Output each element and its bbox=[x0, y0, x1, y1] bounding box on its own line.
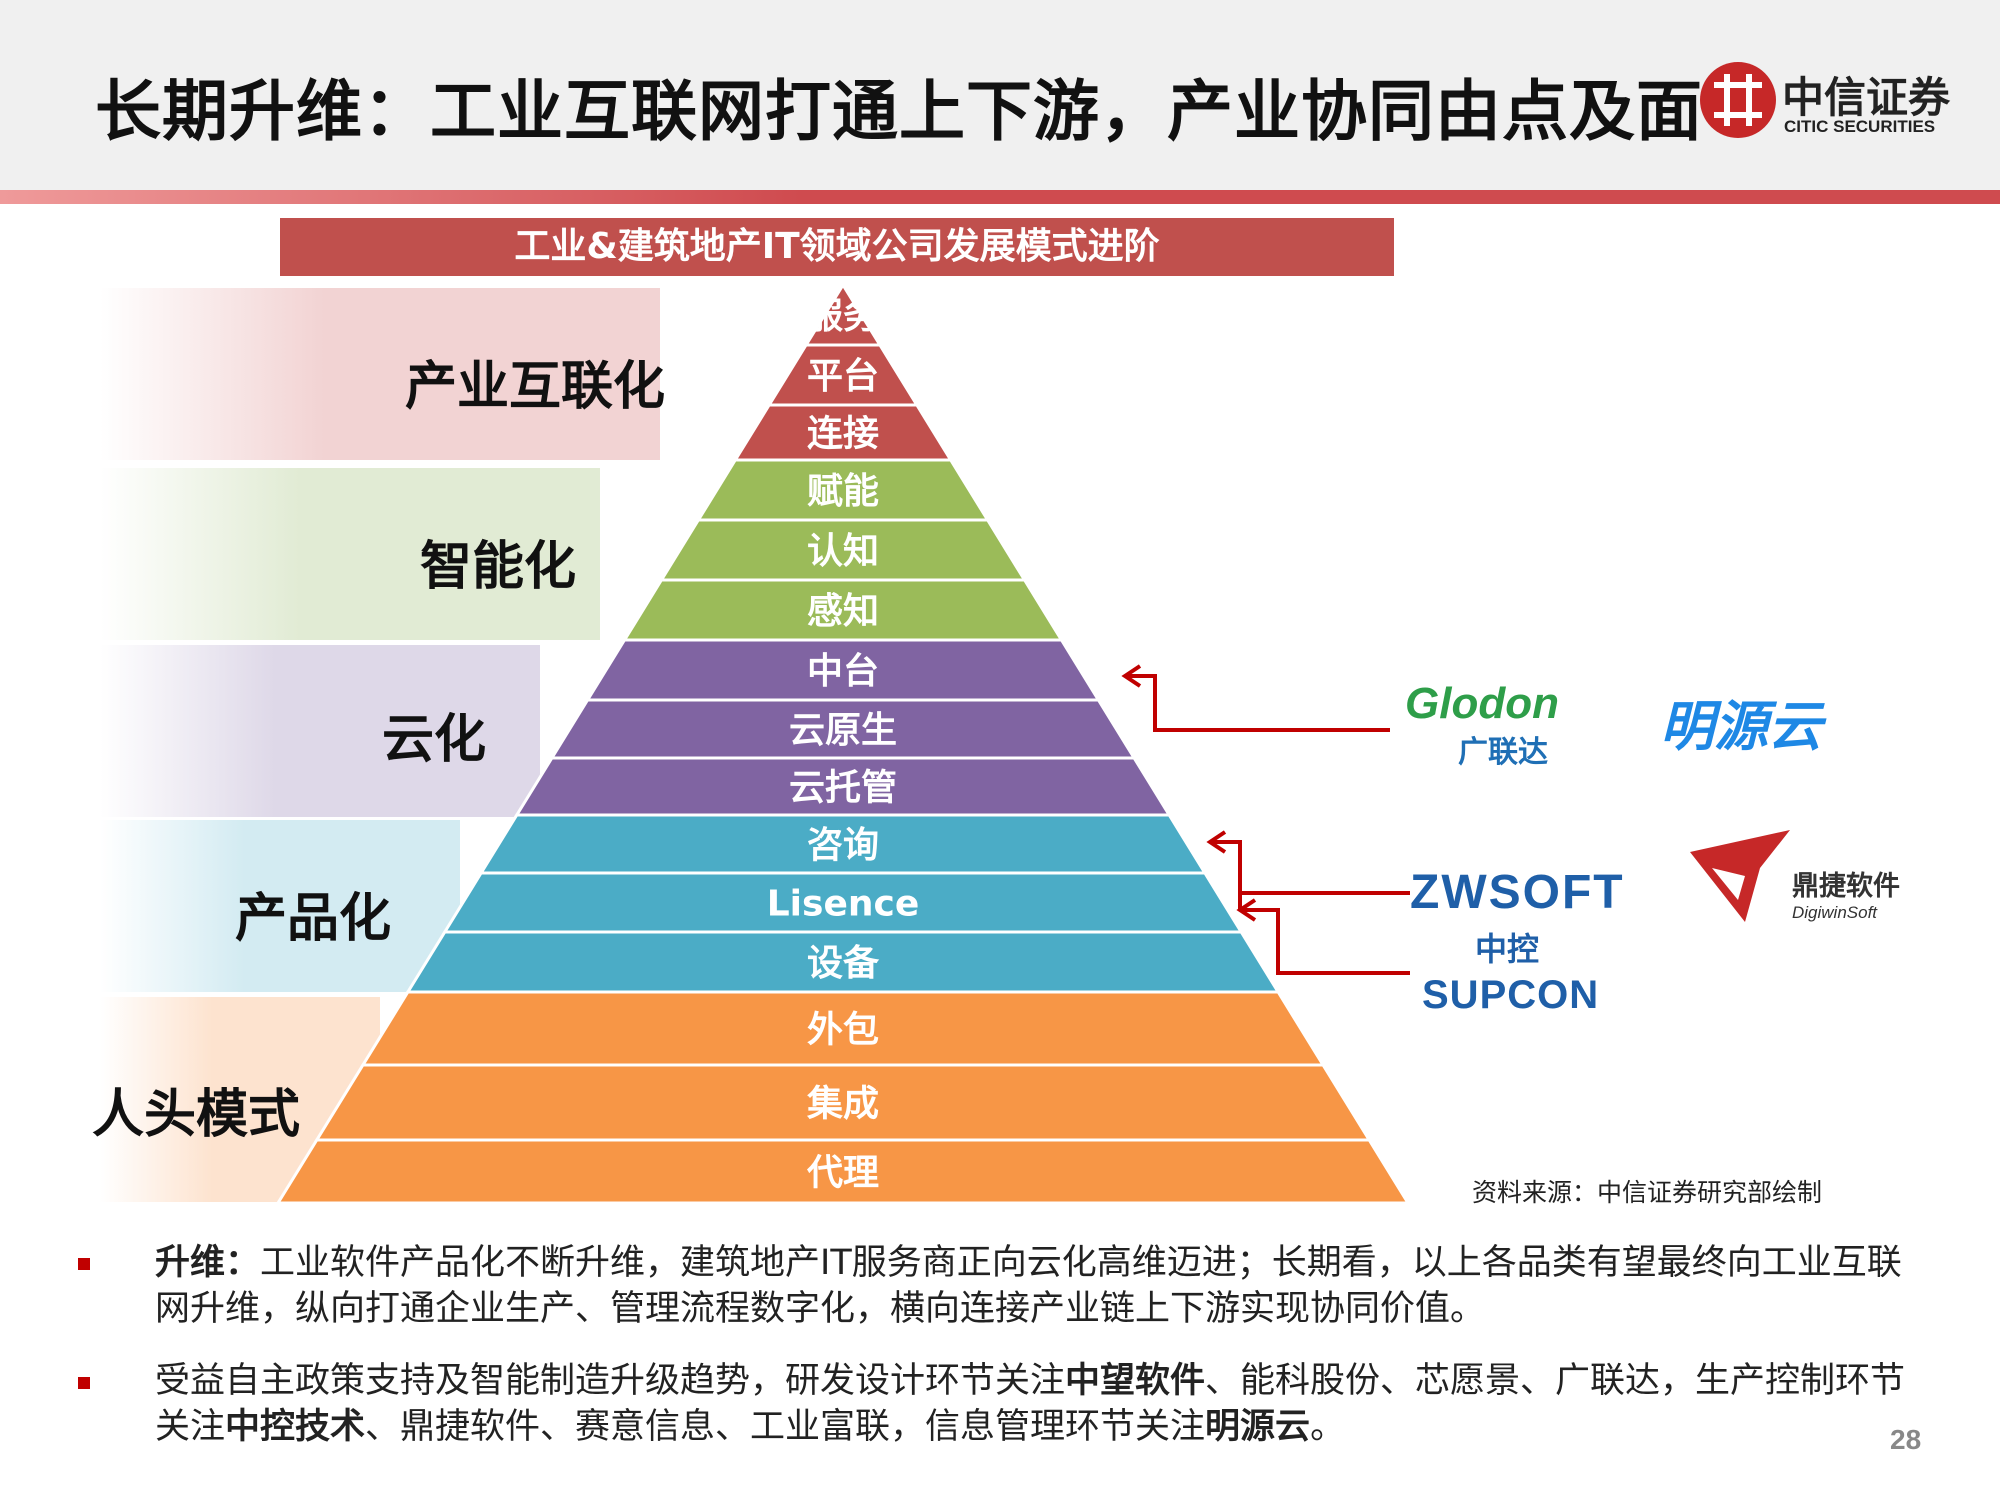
chart-title: 工业&建筑地产IT领域公司发展模式进阶 bbox=[280, 218, 1394, 276]
bullet-body: 受益自主政策支持及智能制造升级趋势，研发设计环节关注 bbox=[155, 1361, 1066, 1401]
bullet-highlight: 中控技术 bbox=[225, 1407, 366, 1447]
header-bar bbox=[0, 0, 2000, 190]
bullet-text-1: 升维：工业软件产品化不断升维，建筑地产IT服务商正向云化高维迈进；长期看，以上各… bbox=[155, 1240, 1935, 1332]
pyramid-layer-label: 连接 bbox=[807, 414, 879, 455]
logo-text-en: CITIC SECURITIES bbox=[1784, 117, 1936, 136]
pyramid-layer-label: 云原生 bbox=[789, 710, 897, 751]
tier-label-intelligent: 智能化 bbox=[420, 537, 577, 597]
bullet-body: 、鼎捷软件、赛意信息、工业富联，信息管理环节关注 bbox=[365, 1407, 1206, 1447]
pyramid-layer bbox=[275, 1138, 1411, 1205]
pyramid-layer-label: 赋能 bbox=[807, 471, 879, 512]
pyramid-layer-label: 设备 bbox=[807, 943, 880, 984]
tier-label-industrial-internet: 产业互联化 bbox=[405, 357, 666, 417]
source-note: 资料来源：中信证券研究部绘制 bbox=[1472, 1178, 1823, 1207]
page-title: 长期升维：工业互联网打通上下游，产业协同由点及面 bbox=[95, 73, 1703, 150]
pyramid-layer-label: Lisence bbox=[767, 884, 920, 925]
tier-label-headcount: 人头模式 bbox=[92, 1085, 301, 1145]
band-industrial-internet bbox=[100, 288, 660, 460]
logo-text-zh: 中信证券 bbox=[1782, 73, 1951, 122]
bullet-body: 工业软件产品化不断升维，建筑地产IT服务商正向云化高维迈进；长期看，以上各品类有… bbox=[155, 1243, 1902, 1329]
pyramid-layer-label: 感知 bbox=[807, 591, 879, 632]
product-arrows bbox=[1206, 830, 1410, 975]
glodon-logo-zh: 广联达 bbox=[1458, 735, 1548, 770]
pyramid-layer-label: 外包 bbox=[807, 1010, 879, 1051]
pyramid-layer-label: 服务 bbox=[807, 296, 879, 337]
glodon-logo: Glodon bbox=[1405, 679, 1559, 728]
pyramid-layer-label: 中台 bbox=[807, 651, 879, 692]
pyramid-layer-label: 平台 bbox=[807, 356, 879, 397]
dingjie-logo-en: DigiwinSoft bbox=[1792, 903, 1878, 922]
mingyuan-logo: 明源云 bbox=[1660, 695, 1827, 758]
dingjie-logo-zh: 鼎捷软件 bbox=[1792, 871, 1900, 902]
bullet-lead: 升维： bbox=[155, 1243, 261, 1283]
citic-logo-icon bbox=[1700, 62, 1776, 138]
header-divider bbox=[0, 190, 2000, 204]
zwsoft-logo: ZWSOFT bbox=[1410, 866, 1625, 919]
bullet-body: 、能科股份、芯愿景、广联达，生产控制环节关注 bbox=[155, 1361, 1906, 1447]
citic-logo: 中信证券 CITIC SECURITIES bbox=[1700, 62, 1970, 142]
pyramid-layer-label: 咨询 bbox=[807, 825, 879, 866]
bullet-marker bbox=[78, 1258, 90, 1270]
supcon-logo-en: SUPCON bbox=[1422, 973, 1599, 1017]
bullet-body: 。 bbox=[1310, 1407, 1346, 1447]
dingjie-logo-icon bbox=[1690, 830, 1790, 922]
tier-label-product: 产品化 bbox=[235, 889, 392, 949]
band-intelligent bbox=[100, 468, 600, 640]
pyramid-layer-label: 集成 bbox=[806, 1084, 879, 1125]
bullet-highlight: 明源云 bbox=[1205, 1407, 1311, 1447]
page-number: 28 bbox=[1890, 1424, 1922, 1455]
bullet-marker bbox=[78, 1377, 90, 1389]
bullet-highlight: 中望软件 bbox=[1065, 1361, 1206, 1401]
band-cloud bbox=[100, 645, 540, 817]
band-product bbox=[100, 820, 460, 992]
tier-label-cloud: 云化 bbox=[382, 710, 487, 770]
pyramid-layer-label: 认知 bbox=[807, 531, 879, 572]
supcon-logo-zh: 中控 bbox=[1475, 930, 1539, 968]
glodon-arrow bbox=[1121, 664, 1390, 732]
bullet-text-2: 受益自主政策支持及智能制造升级趋势，研发设计环节关注中望软件、能科股份、芯愿景、… bbox=[155, 1358, 1935, 1450]
pyramid-layer-label: 云托管 bbox=[789, 768, 897, 809]
pyramid-layer-label: 代理 bbox=[806, 1153, 879, 1194]
